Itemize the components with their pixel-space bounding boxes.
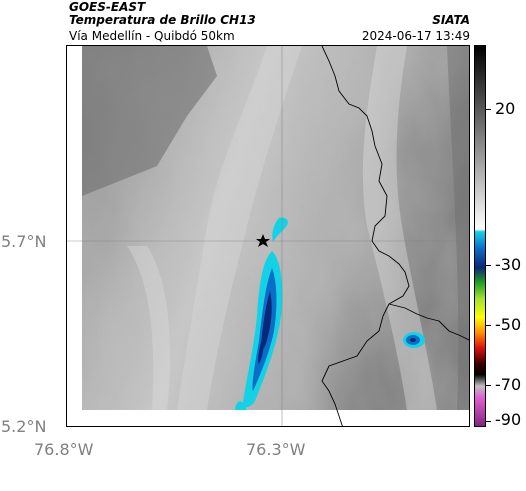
lat-label-5-7: 5.7°N — [1, 232, 47, 251]
colorbar-tick — [486, 109, 491, 110]
imagery-layer — [82, 46, 469, 410]
colorbar-label-m70: -70 — [495, 375, 522, 394]
satellite-title: GOES-EAST — [69, 0, 146, 14]
colorbar-tick — [486, 265, 491, 266]
colorbar — [474, 45, 486, 427]
colorbar-label-m50: -50 — [495, 315, 522, 334]
colorbar-label-m30: -30 — [495, 255, 522, 274]
lon-label-76-3: 76.3°W — [246, 440, 306, 459]
colorbar-tick — [486, 385, 491, 386]
graticule — [67, 46, 469, 426]
product-title: Temperatura de Brillo CH13 — [69, 13, 256, 27]
region-subtitle: Vía Medellín - Quibdó 50km — [69, 29, 235, 43]
colorbar-label-m90: -90 — [495, 410, 522, 429]
organization-label: SIATA — [432, 13, 470, 27]
colorbar-gradient — [475, 46, 485, 426]
map-frame[interactable] — [66, 45, 470, 427]
lon-label-76-8: 76.8°W — [34, 440, 94, 459]
colorbar-tick — [486, 421, 491, 422]
department-boundary-east — [388, 303, 469, 341]
colorbar-tick — [486, 325, 491, 326]
lat-label-5-2: 5.2°N — [1, 417, 47, 436]
satellite-map — [67, 46, 469, 426]
station-star-icon — [256, 234, 270, 247]
timestamp-label: 2024-06-17 13:49 — [361, 29, 470, 43]
colorbar-label-20: 20 — [495, 99, 516, 118]
department-boundary — [321, 46, 410, 426]
